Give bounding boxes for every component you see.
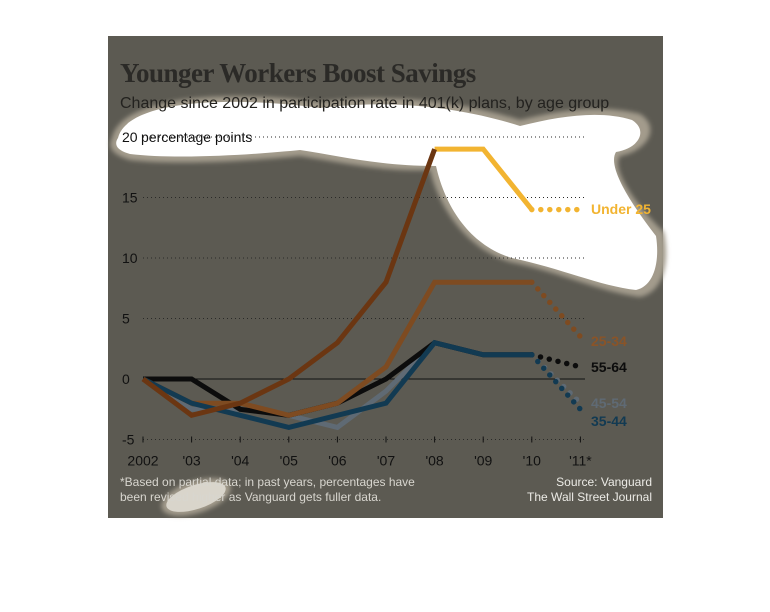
y-tick-label: 5	[122, 311, 130, 327]
y-tick-label: 10	[122, 250, 138, 266]
y-tick-label: 15	[122, 190, 138, 206]
x-tick-label: '05	[280, 453, 298, 469]
x-tick-label: '09	[474, 453, 492, 469]
y-unit-label: percentage points	[141, 129, 252, 145]
series-label: 55-64	[591, 359, 627, 375]
series-line-partial	[529, 352, 584, 370]
x-tick-label: '06	[328, 453, 346, 469]
x-tick-label: '10	[523, 453, 541, 469]
x-tick-label: '08	[425, 453, 443, 469]
series-line	[141, 148, 437, 419]
series-line-partial	[529, 279, 584, 340]
chart-subtitle: Change since 2002 in participation rate …	[120, 95, 610, 112]
x-tick-label: 2002	[127, 453, 158, 469]
x-tick-label: '07	[377, 453, 395, 469]
source-line-1: Source: Vanguard	[556, 475, 652, 489]
chart-title: Younger Workers Boost Savings	[120, 58, 476, 88]
x-tick-label: '03	[182, 453, 200, 469]
highlight-blob-small	[161, 478, 231, 516]
y-tick-label: 0	[122, 371, 130, 387]
y-tick-label: -5	[122, 432, 135, 448]
series-line	[141, 279, 532, 418]
source: Source: Vanguard The Wall Street Journal	[527, 475, 652, 505]
series-line	[141, 339, 532, 430]
source-line-2: The Wall Street Journal	[527, 490, 652, 504]
x-tick-label: '11*	[569, 453, 592, 469]
grid	[143, 136, 585, 440]
series-label: 25-34	[591, 333, 627, 349]
axis-ticks: -5 0 5 10 15 20 percentage points 2002 '03 '04 '05…	[122, 129, 592, 469]
series-labels: 45-54 55-64 25-34 35-44 Under 25	[591, 201, 651, 429]
y-tick-label: 20	[122, 129, 138, 145]
series-line-partial	[529, 352, 584, 413]
series-label: 45-54	[591, 395, 627, 411]
highlight-blob	[110, 96, 667, 297]
series-label: 35-44	[591, 413, 627, 429]
series-label: Under 25	[591, 201, 651, 217]
series-line	[434, 146, 534, 212]
footnote: *Based on partial data; in past years, p…	[120, 475, 415, 504]
x-tick-label: '04	[231, 453, 249, 469]
series-lines	[141, 146, 584, 431]
